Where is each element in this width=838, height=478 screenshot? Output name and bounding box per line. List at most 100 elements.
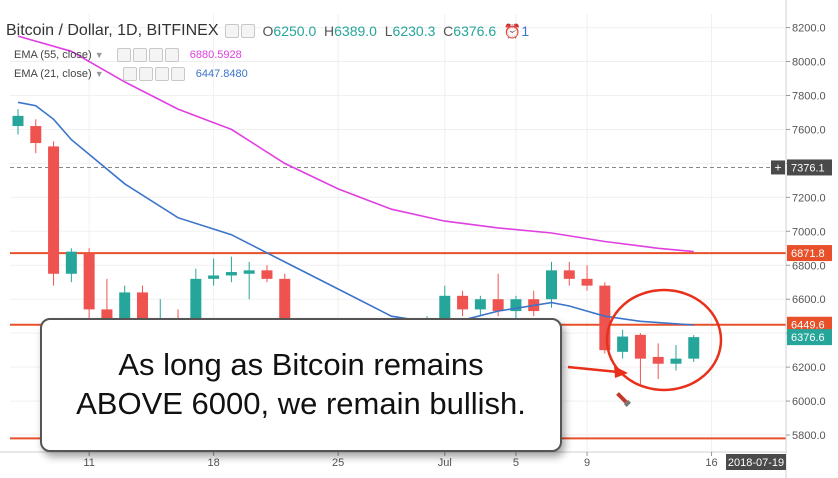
candle-body <box>617 336 629 352</box>
y-tick-label: 6600.0 <box>792 294 826 306</box>
price-label-box <box>787 245 832 262</box>
ema55-line <box>17 35 694 253</box>
y-tick-label: 6800.0 <box>792 260 826 272</box>
plus-icon[interactable] <box>148 48 163 62</box>
chevron-down-icon[interactable]: ▼ <box>94 68 104 79</box>
indicator-ema55[interactable]: EMA (55, close) ▼ 6880.5928 <box>14 48 242 62</box>
callout-line-2: ABOVE 6000, we remain bullish. <box>76 386 526 421</box>
x-tick-label: Jul <box>438 457 452 469</box>
candle-body <box>30 126 42 144</box>
candle-body <box>474 299 486 310</box>
candle-body <box>581 278 593 286</box>
ohlc-readout: O6250.0 H6389.0 L6230.3 C6376.6 ⏰1 <box>262 22 530 39</box>
candle-body <box>136 292 148 330</box>
symbol-title[interactable]: Bitcoin / Dollar, 1D, BITFINEX <box>6 22 219 39</box>
plus-icon-box <box>771 160 785 175</box>
candle-body <box>65 251 77 274</box>
eye-icon[interactable] <box>122 67 137 81</box>
settings-icon[interactable] <box>224 23 239 38</box>
indicator-value: 6447.8480 <box>195 67 248 80</box>
x-tick-label: 11 <box>83 457 94 469</box>
low-value: 6230.3 <box>392 22 436 39</box>
candle-body <box>190 278 202 323</box>
arrow-line <box>567 365 619 374</box>
candle-body <box>634 334 646 359</box>
indicator-ema21[interactable]: EMA (21, close) ▼ 6447.8480 <box>14 67 248 81</box>
x-tick-label: 5 <box>513 457 519 469</box>
callout-line-1: As long as Bitcoin remains <box>118 347 484 383</box>
time-axis[interactable]: 11 18 25 Jul 5 9 16 2018-07-19 <box>0 451 786 470</box>
indicator-label: EMA (55, close) <box>14 48 92 61</box>
candle-body <box>545 270 557 300</box>
candle-body <box>279 278 291 330</box>
y-tick-label: 5800.0 <box>792 430 826 442</box>
callout-box: As long as Bitcoin remains ABOVE 6000, w… <box>40 318 562 452</box>
y-tick-label: 7800.0 <box>792 90 826 102</box>
plus-icon: + <box>774 160 781 174</box>
indicator-value: 6880.5928 <box>189 48 242 61</box>
candle-body <box>208 275 220 279</box>
candle-body <box>510 299 522 312</box>
price-label-box <box>787 329 832 346</box>
y-tick-label: 7200.0 <box>792 192 826 204</box>
price-label: 6871.8 <box>791 248 825 260</box>
candle-body <box>243 270 255 274</box>
alarm-clock-icon[interactable]: ⏰ <box>503 22 522 39</box>
high-value: 6389.0 <box>334 22 377 39</box>
ema-lines <box>17 35 694 326</box>
price-label-box <box>787 316 832 333</box>
price-label: 6449.6 <box>791 320 825 332</box>
candle-body <box>457 295 469 310</box>
close-icon[interactable] <box>170 67 185 81</box>
price-label-box <box>787 159 832 176</box>
highlight-circle <box>605 288 723 392</box>
chevron-down-icon[interactable]: ▼ <box>94 49 104 60</box>
price-label: 7376.1 <box>791 162 825 174</box>
candle-body <box>101 309 113 320</box>
brush-icon <box>616 392 631 407</box>
cursor-date-label: 2018-07-19 <box>728 457 784 469</box>
x-tick-label: 16 <box>705 457 717 469</box>
candle-body <box>563 270 575 279</box>
candle-body <box>48 146 60 274</box>
price-label: 6376.6 <box>791 332 825 344</box>
price-axis[interactable]: 5800.06000.06200.06400.06600.06800.07000… <box>785 0 826 478</box>
y-tick-label: 6200.0 <box>792 362 826 374</box>
y-tick-label: 6000.0 <box>792 396 826 408</box>
cursor-date-box <box>726 454 786 470</box>
compare-icon[interactable] <box>240 23 255 38</box>
eye-icon[interactable] <box>116 48 131 62</box>
candle-body <box>599 285 611 351</box>
candle-body <box>12 115 24 127</box>
chart-header: Bitcoin / Dollar, 1D, BITFINEX O6250.0 H… <box>6 22 529 40</box>
x-tick-label: 25 <box>332 457 344 469</box>
candle-body <box>83 253 95 310</box>
indicator-label: EMA (21, close) <box>14 67 92 80</box>
alert-count: 1 <box>521 22 530 39</box>
settings-icon[interactable] <box>138 67 153 81</box>
open-value: 6250.0 <box>273 22 317 39</box>
ema21-line <box>17 101 694 326</box>
candle-body <box>652 356 664 364</box>
close-icon[interactable] <box>164 48 179 62</box>
candle-body <box>119 292 131 320</box>
x-tick-label: 9 <box>584 457 590 469</box>
candle-body <box>670 358 682 364</box>
x-tick-label: 18 <box>207 457 219 469</box>
close-value: 6376.6 <box>453 22 497 39</box>
arrow-head <box>614 366 628 378</box>
candle-body <box>261 270 273 279</box>
y-tick-label: 7000.0 <box>792 226 826 238</box>
plus-icon[interactable] <box>154 67 169 81</box>
y-tick-label: 8200.0 <box>792 23 826 35</box>
candle-body <box>225 272 237 276</box>
y-tick-label: 8000.0 <box>792 57 826 69</box>
candle-body <box>492 299 504 312</box>
y-tick-label: 7600.0 <box>792 124 826 136</box>
candle-body <box>439 295 451 327</box>
settings-icon[interactable] <box>132 48 147 62</box>
header-buttons <box>224 22 257 40</box>
annotations <box>567 288 723 407</box>
candle-body <box>688 337 700 359</box>
